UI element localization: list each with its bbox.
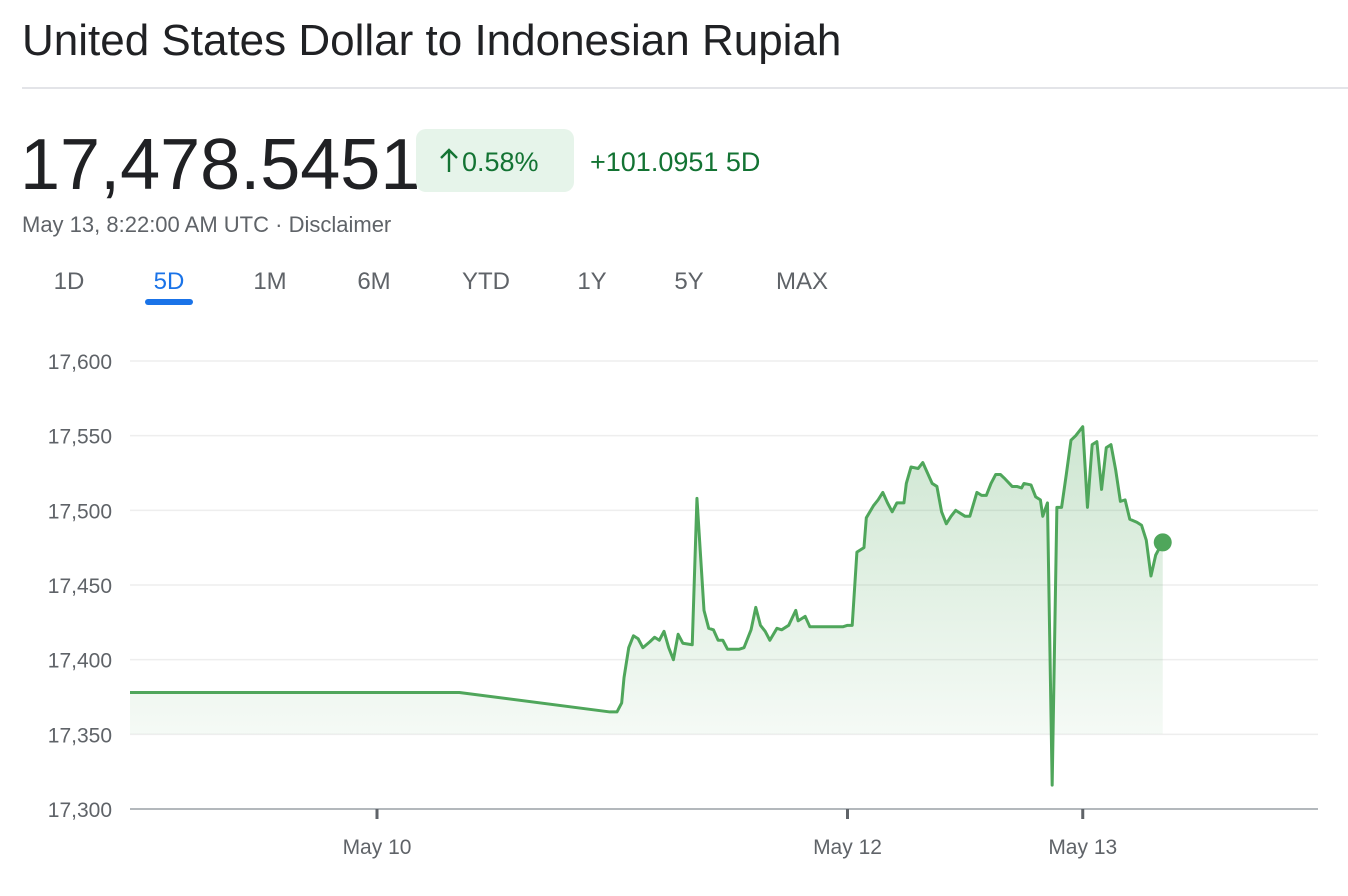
current-point: [1153, 533, 1172, 552]
y-tick-label: 17,400: [48, 650, 112, 673]
x-tick-label: May 10: [343, 836, 412, 859]
chart: 17,300 17,350 17,400 17,450 17,500 17,550 17,6…: [48, 351, 1318, 859]
x-tick-label: May 12: [813, 836, 882, 859]
range-tab[interactable]: MAX: [776, 268, 828, 295]
disclaimer-link[interactable]: Disclaimer: [289, 212, 392, 237]
range-tab[interactable]: YTD: [462, 268, 510, 295]
y-tick-label: 17,350: [48, 724, 112, 747]
change-percent: 0.58%: [462, 147, 539, 177]
range-tab[interactable]: 6M: [357, 268, 390, 295]
range-tab[interactable]: 1M: [253, 268, 286, 295]
range-tab[interactable]: 5D: [154, 268, 185, 295]
timestamp-line: May 13, 8:22:00 AM UTC · Disclaimer: [22, 212, 391, 237]
page-title: United States Dollar to Indonesian Rupia…: [22, 16, 841, 65]
separator: ·: [275, 212, 282, 237]
range-tab[interactable]: 5Y: [674, 268, 703, 295]
y-tick-label: 17,550: [48, 426, 112, 449]
y-tick-label: 17,500: [48, 500, 112, 523]
y-tick-label: 17,450: [48, 575, 112, 598]
active-tab-indicator: [145, 299, 193, 305]
price-line: [130, 425, 1165, 787]
up-arrow: [440, 148, 458, 172]
range-tab[interactable]: 1Y: [577, 268, 606, 295]
y-tick-label: 17,600: [48, 351, 112, 374]
change-pill: [416, 129, 574, 192]
y-tick-label: 17,300: [48, 799, 112, 822]
area: [130, 426, 1163, 786]
timestamp: May 13, 8:22:00 AM UTC: [22, 212, 269, 237]
change-value: +101.0951 5D: [590, 147, 760, 177]
x-tick-label: May 13: [1048, 836, 1117, 859]
range-tab[interactable]: 1D: [54, 268, 85, 295]
range-tabs: 1D 5D 1M 6M YTD 1Y 5Y MAX: [54, 268, 828, 305]
price: 17,478.5451: [20, 125, 420, 205]
